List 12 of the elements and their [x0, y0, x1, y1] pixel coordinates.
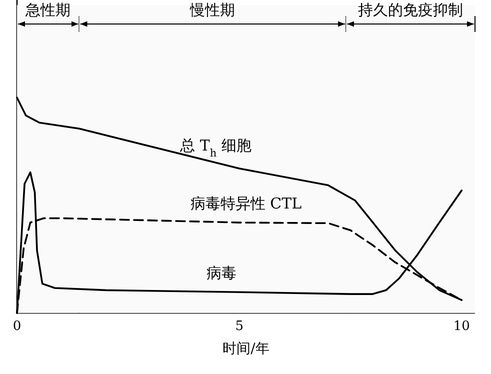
- x-tick-label: 5: [235, 319, 244, 334]
- series-label: 病毒特异性 CTL: [190, 194, 302, 213]
- band-label: 持久的免疫抑制: [358, 1, 464, 19]
- x-tick-label: 0: [12, 319, 22, 334]
- band-label: 急性期: [24, 1, 71, 19]
- x-tick-label: 10: [453, 319, 470, 334]
- series-label: 病毒: [206, 264, 237, 282]
- band: 持久的免疫抑制: [346, 1, 476, 313]
- band-label: 慢性期: [189, 1, 236, 19]
- series-label: 总 T$_{h}$ 细胞: [179, 136, 252, 160]
- band: 急性期: [17, 1, 80, 313]
- x-axis-title: 时间/年: [222, 341, 270, 357]
